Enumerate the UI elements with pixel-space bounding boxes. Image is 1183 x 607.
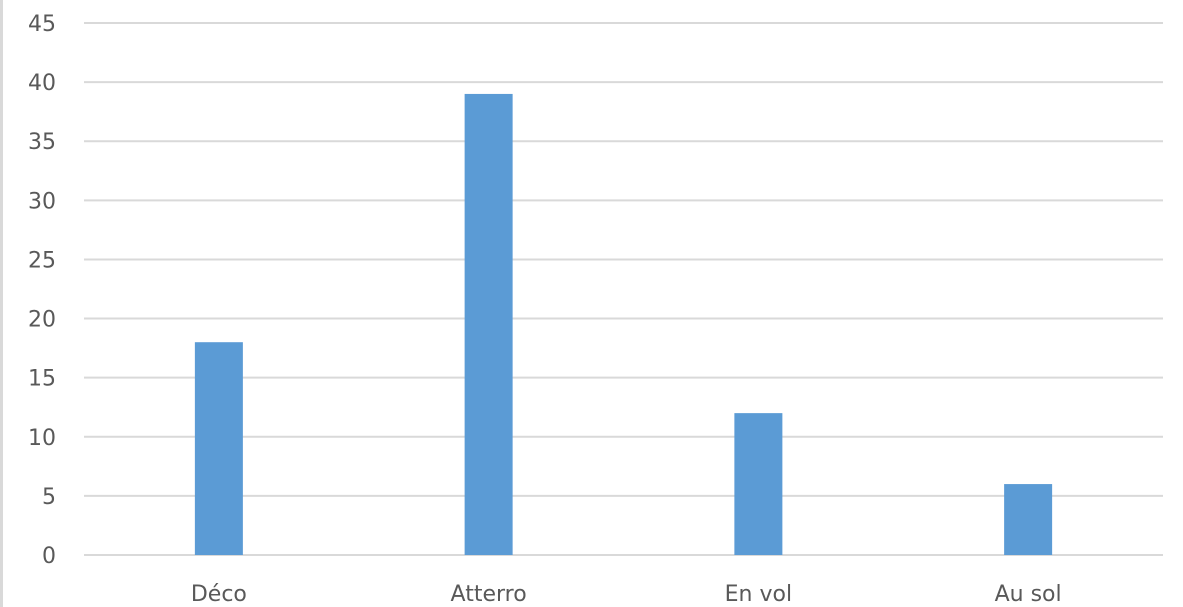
y-tick-label: 35	[28, 130, 56, 155]
y-tick-label: 0	[42, 544, 56, 569]
y-tick-label: 45	[28, 12, 56, 37]
x-tick-labels: Déco Atterro En vol Au sol	[191, 582, 1062, 607]
bar-au-sol	[1004, 484, 1053, 555]
gridlines	[84, 22, 1163, 497]
bars	[194, 93, 1053, 555]
x-tick-label: Au sol	[995, 582, 1062, 607]
chart-frame-edge	[0, 0, 3, 607]
y-tick-label: 20	[28, 308, 56, 333]
y-tick-labels: 0 5 10 15 20 25 30 35 40 45	[28, 12, 56, 569]
bar-d-co	[194, 342, 243, 555]
y-tick-label: 30	[28, 189, 56, 214]
y-tick-label: 15	[28, 367, 56, 392]
bar-en-vol	[734, 413, 783, 555]
x-tick-label: Atterro	[451, 582, 527, 607]
x-tick-label: En vol	[725, 582, 792, 607]
y-tick-label: 10	[28, 426, 56, 451]
y-tick-label: 40	[28, 71, 56, 96]
bar-atterro	[464, 93, 513, 555]
y-tick-label: 5	[42, 485, 56, 510]
x-tick-label: Déco	[191, 582, 247, 607]
y-tick-label: 25	[28, 248, 56, 273]
